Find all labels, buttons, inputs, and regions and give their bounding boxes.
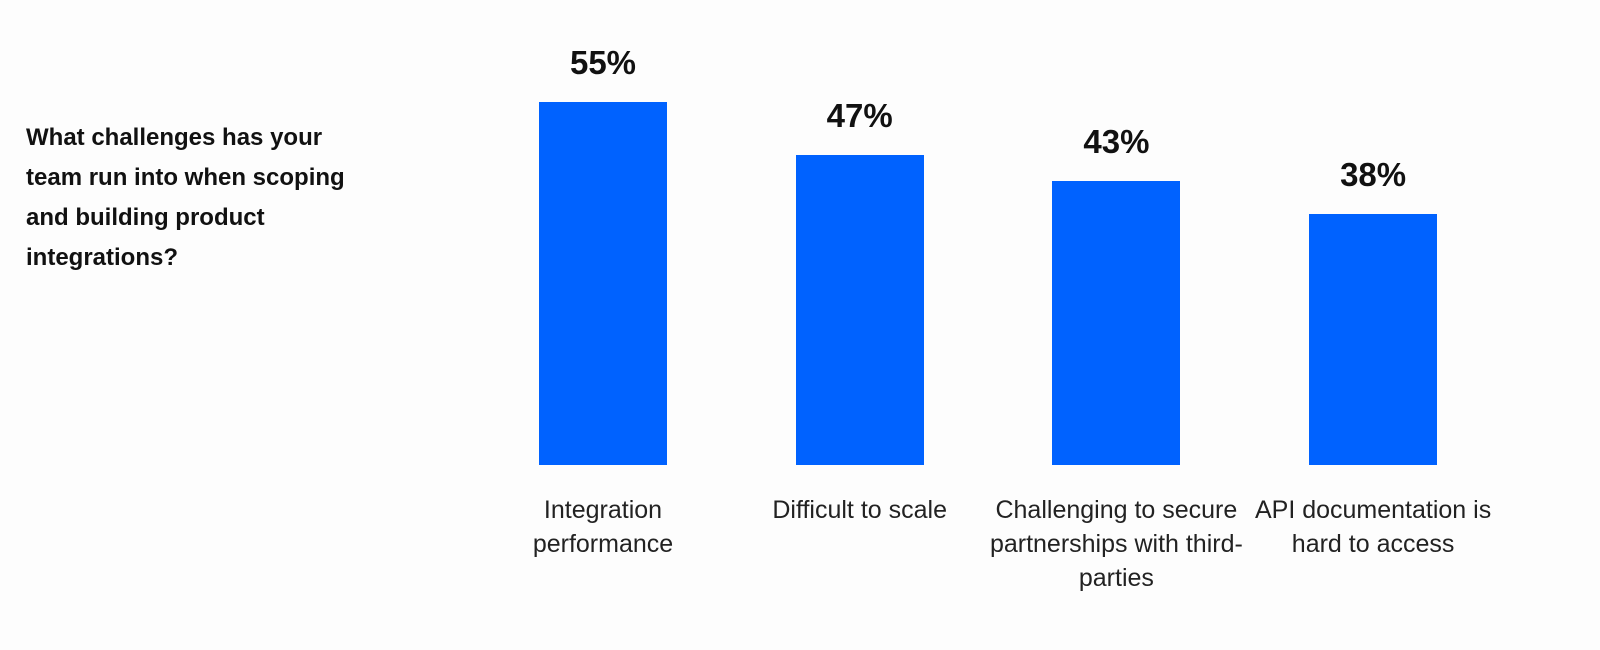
chart-title: What challenges has your team run into w… xyxy=(26,124,345,271)
value-label: 47% xyxy=(826,96,893,134)
bar xyxy=(795,154,924,465)
bar xyxy=(1052,181,1181,465)
bar xyxy=(1309,214,1438,465)
value-label: 43% xyxy=(1083,123,1150,161)
x-tick-label: API documentation is hard to access xyxy=(1254,496,1492,558)
x-tick-label: Difficult to scale xyxy=(772,496,947,524)
x-tick-label: Challenging to secure partnerships with … xyxy=(989,496,1243,592)
bar xyxy=(539,102,667,465)
x-tick-label: Integration performance xyxy=(532,496,674,558)
value-label: 38% xyxy=(1340,156,1407,194)
value-label: 55% xyxy=(569,44,637,81)
